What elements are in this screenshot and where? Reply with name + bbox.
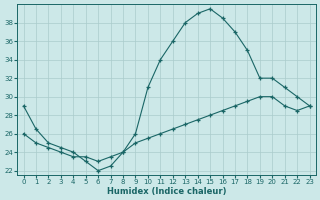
X-axis label: Humidex (Indice chaleur): Humidex (Indice chaleur) bbox=[107, 187, 226, 196]
